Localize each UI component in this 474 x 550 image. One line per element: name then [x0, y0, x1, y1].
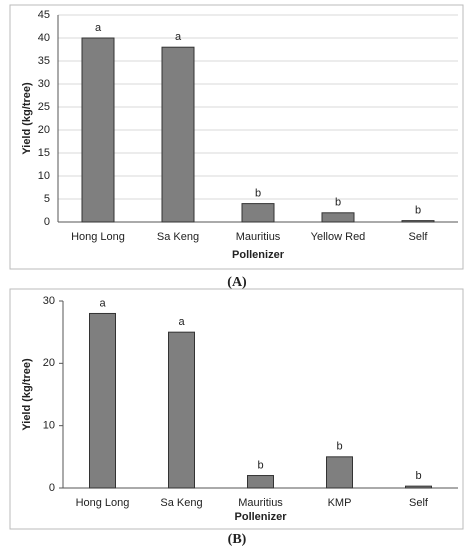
annotation: a	[95, 22, 102, 34]
y-tick-label: 40	[38, 32, 50, 44]
y-axis-title: Yield (kg/tree)	[21, 358, 33, 431]
annotation: b	[336, 441, 342, 453]
x-tick-label: Hong Long	[76, 497, 130, 509]
x-tick-label: Self	[409, 231, 429, 243]
panel-frame	[9, 288, 464, 530]
bar	[81, 37, 115, 223]
bar	[161, 46, 195, 223]
bar	[168, 331, 195, 489]
y-tick-label: 15	[38, 147, 50, 159]
y-tick-label: 35	[38, 55, 50, 67]
annotation: b	[415, 470, 421, 482]
y-tick-label: 10	[43, 420, 55, 432]
bar	[405, 485, 432, 489]
x-tick-label: Mauritius	[238, 497, 283, 509]
y-tick-label: 45	[38, 9, 50, 21]
x-tick-label: Hong Long	[71, 231, 125, 243]
x-tick-label: Sa Keng	[157, 231, 199, 243]
annotation: b	[257, 459, 263, 471]
panel-label: (A)	[227, 275, 247, 290]
x-tick-label: Sa Keng	[160, 497, 202, 509]
x-tick-label: KMP	[328, 497, 352, 509]
annotation: a	[175, 31, 182, 43]
y-tick-label: 0	[44, 216, 50, 228]
annotation: b	[335, 197, 341, 209]
bar	[401, 220, 435, 223]
y-tick-label: 30	[43, 295, 55, 307]
x-tick-label: Self	[409, 497, 429, 509]
y-tick-label: 10	[38, 170, 50, 182]
bar	[326, 456, 353, 489]
annotation: a	[99, 297, 106, 309]
bar	[89, 312, 116, 489]
panel-label: (B)	[228, 532, 247, 547]
y-tick-label: 20	[43, 357, 55, 369]
bar	[247, 475, 274, 489]
bar	[321, 212, 355, 223]
y-tick-label: 0	[49, 482, 55, 494]
annotation: b	[415, 205, 421, 217]
bar	[241, 203, 275, 223]
x-axis-title: Pollenizer	[235, 511, 288, 523]
y-tick-label: 20	[38, 124, 50, 136]
y-tick-label: 25	[38, 101, 50, 113]
panel-frame	[9, 4, 464, 270]
annotation: a	[178, 316, 185, 328]
annotation: b	[255, 188, 261, 200]
y-tick-label: 5	[44, 193, 50, 205]
x-tick-label: Yellow Red	[311, 231, 366, 243]
x-axis-title: Pollenizer	[232, 249, 285, 261]
x-tick-label: Mauritius	[236, 231, 281, 243]
y-axis-title: Yield (kg/tree)	[21, 82, 33, 155]
y-tick-label: 30	[38, 78, 50, 90]
